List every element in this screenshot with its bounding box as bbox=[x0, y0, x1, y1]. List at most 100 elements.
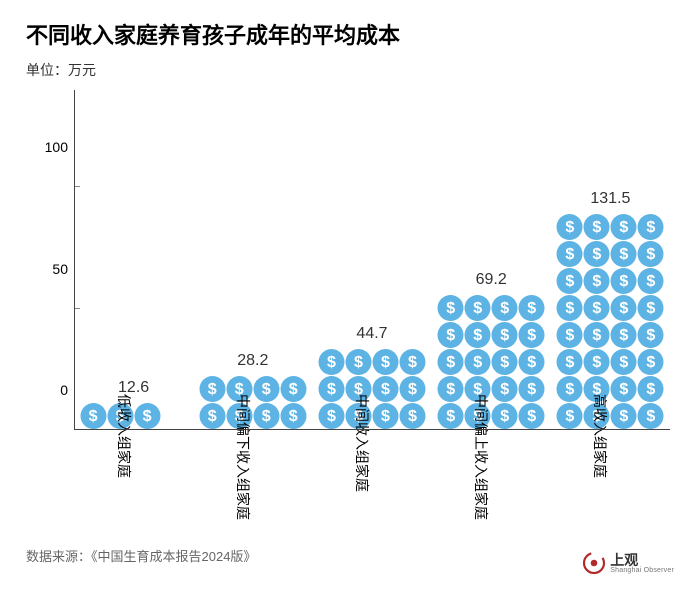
coin-icon: $ bbox=[519, 322, 545, 348]
coin-icon: $ bbox=[280, 376, 306, 402]
coin-icon: $ bbox=[345, 349, 371, 375]
coin-icon: $ bbox=[318, 403, 344, 429]
coin-icon: $ bbox=[399, 376, 425, 402]
category-column: $$$12.6低收入组家庭 bbox=[74, 90, 193, 430]
coin-icon: $ bbox=[611, 322, 637, 348]
coin-icon: $ bbox=[492, 322, 518, 348]
coin-icon: $ bbox=[611, 214, 637, 240]
coin-icon: $ bbox=[492, 295, 518, 321]
value-label: 44.7 bbox=[356, 325, 387, 343]
x-category-label: 中间偏下收入组家庭 bbox=[233, 394, 253, 520]
coin-icon: $ bbox=[519, 376, 545, 402]
y-axis: 050100 bbox=[30, 90, 74, 430]
coin-icon: $ bbox=[611, 268, 637, 294]
coin-icon: $ bbox=[584, 349, 610, 375]
icon-row: $$$$ bbox=[557, 268, 664, 294]
icon-row: $$$$ bbox=[557, 241, 664, 267]
icon-row: $$$$ bbox=[557, 376, 664, 402]
coin-icon: $ bbox=[557, 376, 583, 402]
coin-icon: $ bbox=[80, 403, 106, 429]
brand-text: 上观 Shanghai Observer bbox=[610, 553, 674, 574]
icon-stack: $$$$$$$$$$$$$$$$$$$$$$$$$$$$$$$$ bbox=[557, 214, 664, 430]
coin-icon: $ bbox=[372, 376, 398, 402]
category-column: $$$$$$$$$$$$44.7中间收入组家庭 bbox=[312, 90, 431, 430]
coin-icon: $ bbox=[399, 349, 425, 375]
coin-icon: $ bbox=[638, 295, 664, 321]
coin-icon: $ bbox=[372, 403, 398, 429]
icon-row: $$$$ bbox=[557, 322, 664, 348]
coin-icon: $ bbox=[638, 214, 664, 240]
coin-icon: $ bbox=[557, 214, 583, 240]
coin-icon: $ bbox=[611, 295, 637, 321]
x-category-label: 中间偏上收入组家庭 bbox=[471, 394, 491, 520]
coin-icon: $ bbox=[199, 403, 225, 429]
coin-icon: $ bbox=[584, 322, 610, 348]
coin-icon: $ bbox=[638, 268, 664, 294]
icon-row: $$$$ bbox=[438, 349, 545, 375]
coin-icon: $ bbox=[638, 322, 664, 348]
coin-icon: $ bbox=[584, 214, 610, 240]
icon-row: $$$$ bbox=[438, 376, 545, 402]
brand-name-cn: 上观 bbox=[610, 553, 674, 567]
value-label: 69.2 bbox=[476, 271, 507, 289]
chart-area: 050100 $$$12.6低收入组家庭$$$$$$$$28.2中间偏下收入组家… bbox=[30, 90, 670, 470]
x-axis-baseline bbox=[74, 429, 670, 430]
icon-row: $$$$ bbox=[438, 322, 545, 348]
icon-row: $$$$ bbox=[557, 403, 664, 429]
coin-icon: $ bbox=[465, 349, 491, 375]
y-tick-label: 0 bbox=[30, 382, 68, 398]
brand: 上观 Shanghai Observer bbox=[582, 551, 674, 575]
icon-row: $$$$ bbox=[557, 214, 664, 240]
brand-name-en: Shanghai Observer bbox=[610, 567, 674, 574]
coin-icon: $ bbox=[438, 349, 464, 375]
data-source: 数据来源：《中国生育成本报告2024版》 bbox=[26, 546, 256, 565]
coin-icon: $ bbox=[638, 376, 664, 402]
value-label: 131.5 bbox=[590, 190, 630, 208]
icon-stack: $$$$$$$$$$$$$$$$$$$$ bbox=[438, 295, 545, 430]
coin-icon: $ bbox=[438, 295, 464, 321]
coin-icon: $ bbox=[557, 268, 583, 294]
coin-icon: $ bbox=[611, 349, 637, 375]
y-axis-line bbox=[74, 90, 75, 430]
coin-icon: $ bbox=[465, 295, 491, 321]
coin-icon: $ bbox=[492, 376, 518, 402]
coin-icon: $ bbox=[584, 268, 610, 294]
plot: $$$12.6低收入组家庭$$$$$$$$28.2中间偏下收入组家庭$$$$$$… bbox=[74, 90, 670, 470]
coin-icon: $ bbox=[557, 349, 583, 375]
chart-subtitle: 单位：万元 bbox=[26, 60, 674, 80]
page: 不同收入家庭养育孩子成年的平均成本 单位：万元 050100 $$$12.6低收… bbox=[0, 0, 700, 595]
coin-icon: $ bbox=[519, 295, 545, 321]
category-column: $$$$$$$$$$$$$$$$$$$$69.2中间偏上收入组家庭 bbox=[432, 90, 551, 430]
coin-icon: $ bbox=[611, 403, 637, 429]
coin-icon: $ bbox=[134, 403, 160, 429]
coin-icon: $ bbox=[253, 376, 279, 402]
x-category-label: 高收入组家庭 bbox=[590, 394, 610, 478]
coin-icon: $ bbox=[280, 403, 306, 429]
category-column: $$$$$$$$28.2中间偏下收入组家庭 bbox=[193, 90, 312, 430]
coin-icon: $ bbox=[199, 376, 225, 402]
chart-title: 不同收入家庭养育孩子成年的平均成本 bbox=[26, 18, 674, 50]
coin-icon: $ bbox=[638, 403, 664, 429]
coin-icon: $ bbox=[519, 349, 545, 375]
coin-icon: $ bbox=[372, 349, 398, 375]
coin-icon: $ bbox=[611, 241, 637, 267]
coin-icon: $ bbox=[557, 403, 583, 429]
coin-icon: $ bbox=[611, 376, 637, 402]
coin-icon: $ bbox=[519, 403, 545, 429]
icon-row: $$$$ bbox=[438, 403, 545, 429]
x-category-label: 中间收入组家庭 bbox=[352, 394, 372, 492]
coin-icon: $ bbox=[638, 241, 664, 267]
coin-icon: $ bbox=[492, 403, 518, 429]
coin-icon: $ bbox=[438, 376, 464, 402]
coin-icon: $ bbox=[584, 295, 610, 321]
coin-icon: $ bbox=[584, 241, 610, 267]
x-category-label: 低收入组家庭 bbox=[114, 394, 134, 478]
icon-row: $$$$ bbox=[557, 349, 664, 375]
coin-icon: $ bbox=[318, 349, 344, 375]
y-tick-label: 50 bbox=[30, 261, 68, 277]
icon-row: $$$$ bbox=[438, 295, 545, 321]
coin-icon: $ bbox=[399, 403, 425, 429]
coin-icon: $ bbox=[438, 403, 464, 429]
icon-row: $$$$ bbox=[318, 349, 425, 375]
brand-logo-icon bbox=[582, 551, 606, 575]
